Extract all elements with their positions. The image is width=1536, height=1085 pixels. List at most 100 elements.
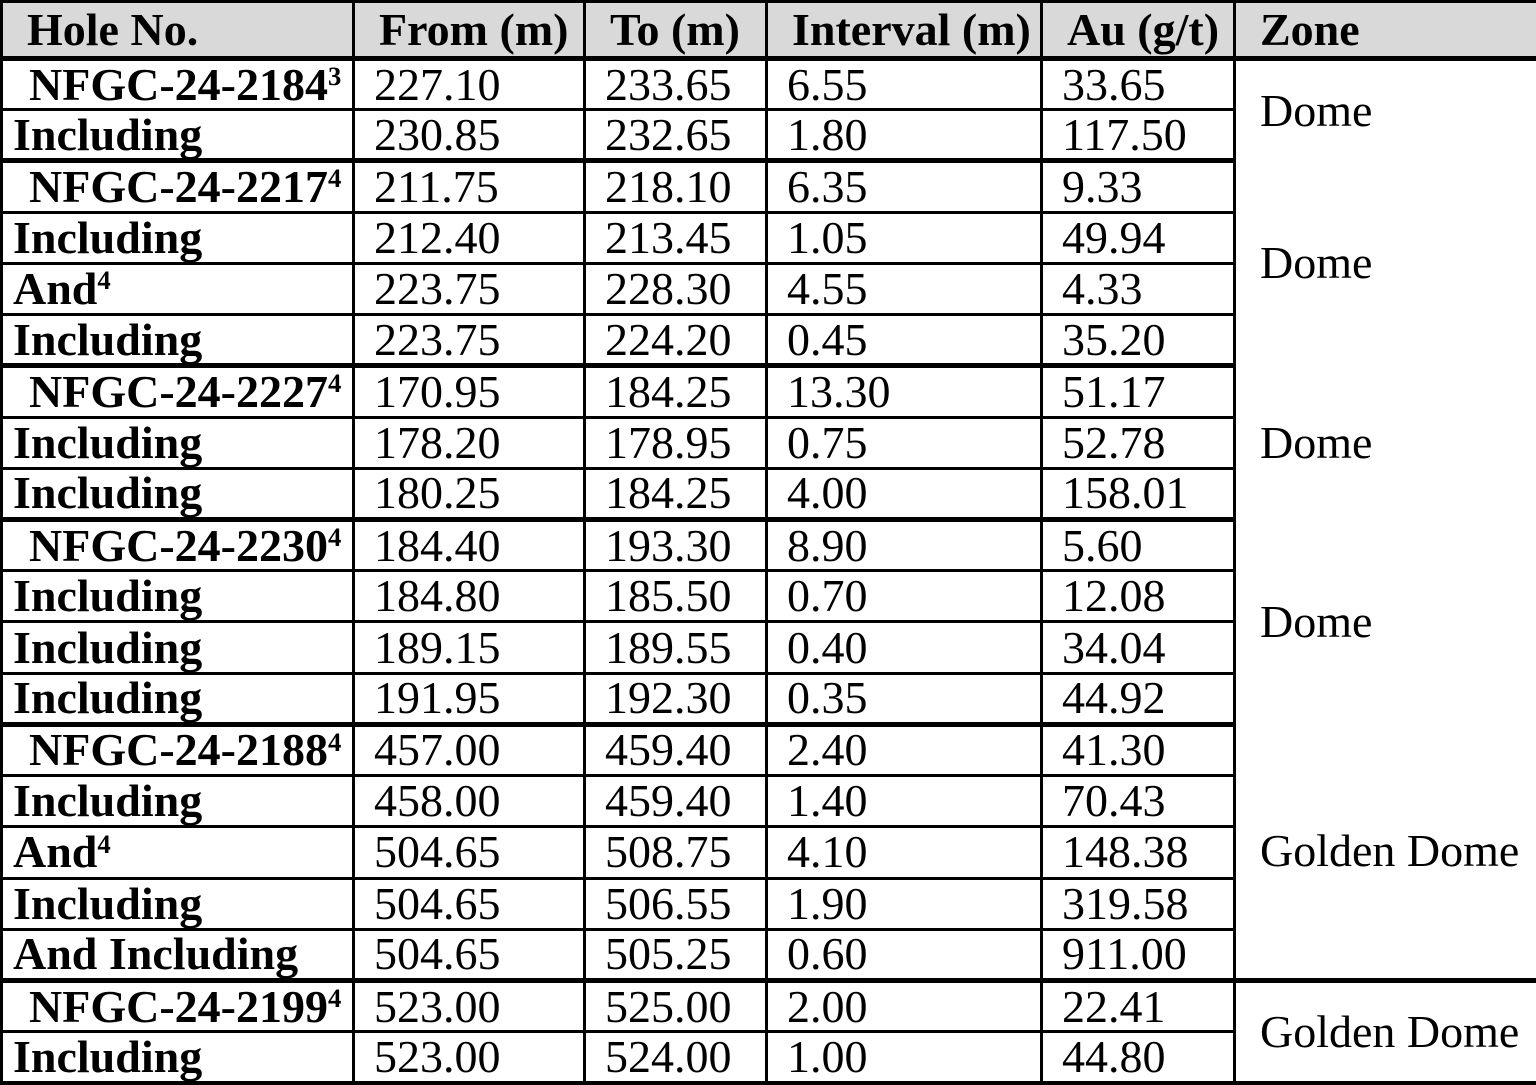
cell-to: 189.55 <box>583 620 767 674</box>
cell-zone: Golden Dome <box>1233 977 1536 1083</box>
cell-to: 459.40 <box>583 774 767 827</box>
table-row: NFGC-24-22274 170.95 184.25 13.30 51.17 Dome <box>0 363 1536 520</box>
cell-to: 184.25 <box>583 363 767 418</box>
cell-from: 180.25 <box>352 466 585 520</box>
column-header-interval: Interval (m) <box>765 1 1042 61</box>
cell-zone: Golden Dome <box>1233 724 1536 981</box>
table-row: NFGC-24-21884 457.00 459.40 2.40 41.30 Golden… <box>0 721 1536 981</box>
hole-label: Including <box>13 212 203 263</box>
cell-interval: 1.40 <box>765 774 1042 827</box>
hole-label: And <box>13 826 98 878</box>
cell-au: 51.17 <box>1040 363 1235 418</box>
cell-interval: 2.40 <box>765 721 1042 776</box>
cell-hole: Including <box>0 415 354 469</box>
cell-interval: 0.60 <box>765 927 1042 981</box>
cell-from: 184.40 <box>352 516 585 571</box>
cell-hole: NFGC-24-21994 <box>0 977 354 1032</box>
hole-label: Including <box>13 621 203 673</box>
cell-to: 178.95 <box>583 415 767 469</box>
cell-to: 233.65 <box>583 55 767 110</box>
column-header-from: From (m) <box>352 1 585 61</box>
table-row: Including 223.75 224.20 0.45 35.20 <box>0 313 1536 366</box>
cell-interval: 13.30 <box>765 363 1042 418</box>
cell-from: 170.95 <box>352 363 585 418</box>
cell-au: 148.38 <box>1040 825 1235 878</box>
cell-from: 504.65 <box>352 927 585 981</box>
cell-hole: NFGC-24-22274 <box>0 363 354 418</box>
column-header-hole: Hole No. <box>0 1 354 61</box>
hole-label: And Including <box>13 929 299 980</box>
table-row: NFGC-24-21994 523.00 525.00 2.00 22.41 Golden… <box>0 977 1536 1083</box>
table-row: Including 523.00 524.00 1.00 44.80 <box>0 1030 1536 1083</box>
cell-hole: And Including <box>0 927 354 981</box>
table-row: Including 504.65 506.55 1.90 319.58 <box>0 876 1536 930</box>
cell-hole: Including <box>0 210 354 264</box>
cell-to: 224.20 <box>583 313 767 366</box>
hole-label: Including <box>13 775 203 827</box>
column-header-zone: Zone <box>1233 1 1536 61</box>
cell-from: 504.65 <box>352 876 585 930</box>
table-row: Including 212.40 213.45 1.05 49.94 <box>0 210 1536 264</box>
cell-interval: 4.00 <box>765 466 1042 520</box>
cell-au: 44.92 <box>1040 671 1235 725</box>
cell-interval: 0.70 <box>765 569 1042 622</box>
cell-au: 52.78 <box>1040 415 1235 469</box>
cell-to: 506.55 <box>583 876 767 930</box>
cell-au: 117.50 <box>1040 108 1235 161</box>
cell-from: 227.10 <box>352 55 585 110</box>
hole-label: Including <box>13 468 203 519</box>
table-row: Including 178.20 178.95 0.75 52.78 <box>0 415 1536 469</box>
cell-zone: Dome <box>1233 160 1536 366</box>
cell-to: 228.30 <box>583 261 767 315</box>
cell-hole: NFGC-24-22174 <box>0 158 354 213</box>
cell-au: 158.01 <box>1040 466 1235 520</box>
cell-to: 459.40 <box>583 721 767 776</box>
cell-hole: Including <box>0 774 354 827</box>
cell-au: 33.65 <box>1040 55 1235 110</box>
table-row: NFGC-24-21843 227.10 233.65 6.55 33.65 Dome <box>0 55 1536 161</box>
cell-au: 41.30 <box>1040 721 1235 776</box>
hole-label: Including <box>13 314 203 365</box>
cell-au: 70.43 <box>1040 774 1235 827</box>
cell-interval: 6.35 <box>765 158 1042 213</box>
cell-interval: 0.40 <box>765 620 1042 674</box>
cell-hole: And4 <box>0 261 354 315</box>
hole-label: Including <box>13 1031 203 1083</box>
table-header: Hole No. From (m) To (m) Interval (m) Au… <box>0 1 1536 61</box>
cell-to: 193.30 <box>583 516 767 571</box>
cell-au: 22.41 <box>1040 977 1235 1032</box>
cell-interval: 2.00 <box>765 977 1042 1032</box>
cell-from: 212.40 <box>352 210 585 264</box>
cell-hole: Including <box>0 313 354 366</box>
footnote-superscript: 3 <box>327 60 342 91</box>
cell-hole: NFGC-24-21843 <box>0 55 354 110</box>
footnote-superscript: 4 <box>327 368 342 399</box>
table-row: Including 189.15 189.55 0.40 34.04 <box>0 620 1536 674</box>
cell-from: 458.00 <box>352 774 585 827</box>
table-row: Including 184.80 185.50 0.70 12.08 <box>0 569 1536 622</box>
cell-interval: 1.90 <box>765 876 1042 930</box>
table-row: NFGC-24-22304 184.40 193.30 8.90 5.60 Dome <box>0 516 1536 725</box>
cell-au: 911.00 <box>1040 927 1235 981</box>
cell-from: 504.65 <box>352 825 585 878</box>
cell-hole: Including <box>0 1030 354 1083</box>
cell-from: 191.95 <box>352 671 585 725</box>
cell-au: 4.33 <box>1040 261 1235 315</box>
cell-zone: Dome <box>1233 58 1536 161</box>
cell-from: 457.00 <box>352 721 585 776</box>
table-row: Including 191.95 192.30 0.35 44.92 <box>0 671 1536 725</box>
cell-to: 184.25 <box>583 466 767 520</box>
cell-interval: 4.55 <box>765 261 1042 315</box>
cell-hole: Including <box>0 466 354 520</box>
footnote-superscript: 4 <box>97 828 111 859</box>
cell-hole: Including <box>0 620 354 674</box>
cell-interval: 0.75 <box>765 415 1042 469</box>
cell-au: 9.33 <box>1040 158 1235 213</box>
column-header-au: Au (g/t) <box>1040 1 1235 61</box>
hole-label: Including <box>13 878 203 929</box>
cell-interval: 1.00 <box>765 1030 1042 1083</box>
cell-hole: Including <box>0 569 354 622</box>
cell-au: 12.08 <box>1040 569 1235 622</box>
cell-to: 218.10 <box>583 158 767 213</box>
